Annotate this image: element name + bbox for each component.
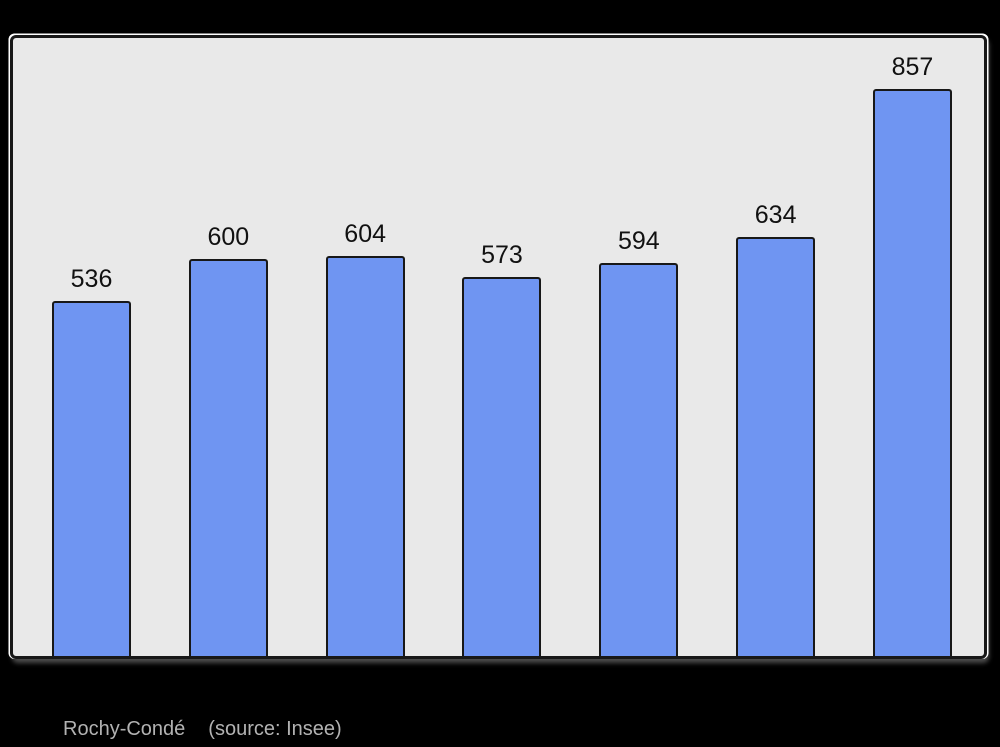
bar-group: 857 xyxy=(872,53,952,656)
plot-area: 536 600 604 573 594 634 857 xyxy=(10,35,987,659)
bar-group: 604 xyxy=(325,220,405,656)
bar-group: 600 xyxy=(188,223,268,656)
bar xyxy=(188,259,268,656)
chart-caption: Rochy-Condé (source: Insee) xyxy=(63,719,342,739)
bar-group: 594 xyxy=(599,227,679,656)
bar-value-label: 594 xyxy=(617,227,660,255)
bar xyxy=(872,89,952,656)
bar-value-label: 536 xyxy=(70,265,113,294)
bar xyxy=(599,263,679,656)
bar-group: 634 xyxy=(736,200,816,656)
bar-value-label: 857 xyxy=(891,53,934,81)
bar-value-label: 600 xyxy=(207,223,250,251)
bar xyxy=(325,256,405,656)
bar xyxy=(736,236,816,656)
bar-value-label: 573 xyxy=(481,240,523,269)
bar-group: 536 xyxy=(52,266,131,656)
bar-value-label: 604 xyxy=(344,220,387,249)
bar xyxy=(52,301,131,656)
caption-source: (source: Insee) xyxy=(208,718,342,740)
bar xyxy=(462,276,542,656)
caption-title: Rochy-Condé xyxy=(63,718,186,740)
bar-series: 536 600 604 573 594 634 857 xyxy=(13,38,984,656)
bar-group: 573 xyxy=(462,240,542,656)
bar-value-label: 634 xyxy=(754,200,797,229)
